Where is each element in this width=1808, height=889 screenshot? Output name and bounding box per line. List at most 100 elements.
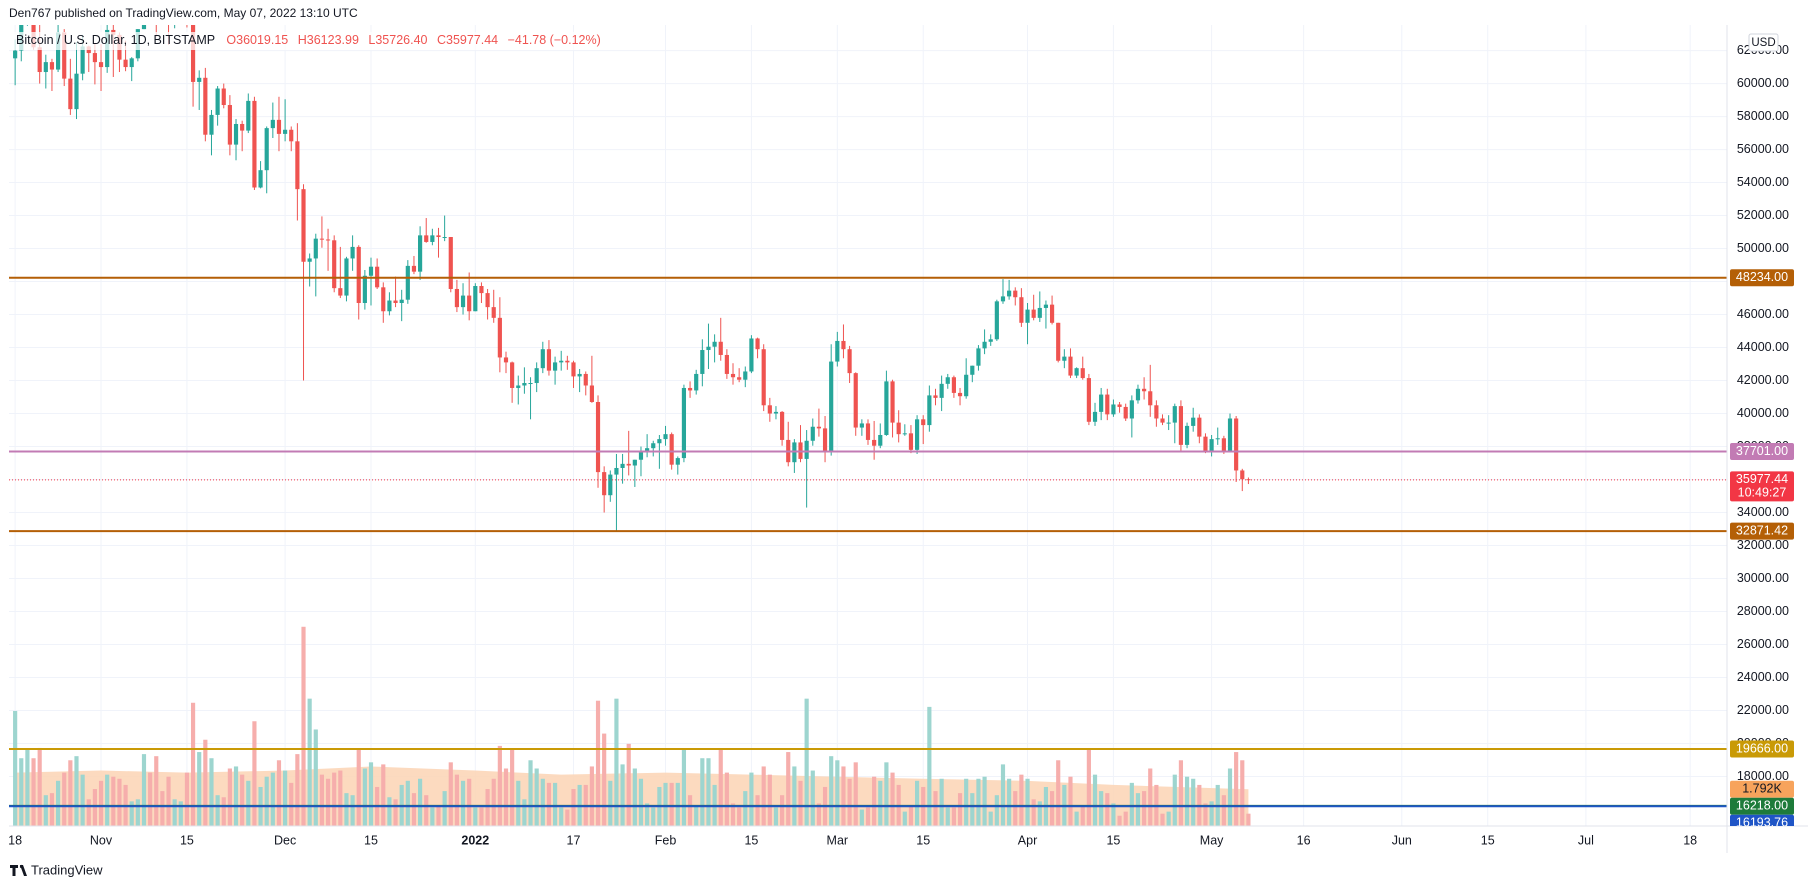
volume-bar bbox=[755, 795, 760, 826]
currency-label[interactable]: USD bbox=[1751, 37, 1775, 49]
volume-bar bbox=[252, 721, 257, 826]
x-tick-label: Jun bbox=[1392, 833, 1412, 847]
volume-bar bbox=[908, 805, 914, 826]
candle-body bbox=[454, 288, 459, 308]
candle-body bbox=[534, 368, 539, 384]
x-tick-label: 15 bbox=[180, 833, 194, 847]
volume-bar bbox=[884, 762, 889, 826]
candle-body bbox=[43, 62, 48, 73]
volume-bar bbox=[829, 756, 834, 826]
candle-body bbox=[878, 434, 883, 446]
volume-bar bbox=[197, 752, 202, 826]
candle-body bbox=[1025, 309, 1030, 323]
price-line-label: 19666.00 bbox=[1736, 741, 1788, 755]
volume-bar bbox=[1166, 811, 1171, 826]
candle-body bbox=[1105, 394, 1110, 415]
candle-body bbox=[927, 395, 932, 426]
candle-body bbox=[645, 448, 650, 452]
volume-bar bbox=[669, 782, 674, 826]
volume-bar bbox=[1000, 764, 1006, 826]
candle-body bbox=[1043, 304, 1049, 308]
price-line-label-bg bbox=[1730, 269, 1794, 287]
last-price-label: 10:49:27 bbox=[1738, 486, 1787, 500]
price-line-label-bg bbox=[1730, 740, 1794, 758]
volume-bar bbox=[485, 789, 490, 826]
x-tick-label: May bbox=[1200, 833, 1224, 847]
candle-body bbox=[356, 246, 361, 303]
candle-body bbox=[411, 265, 417, 272]
candle-body bbox=[632, 459, 637, 466]
volume-bar bbox=[565, 809, 570, 826]
candle-body bbox=[393, 300, 398, 303]
candle-body bbox=[546, 349, 552, 371]
y-tick-label: 22000.00 bbox=[1737, 703, 1789, 717]
candle-body bbox=[638, 451, 644, 460]
volume-bar bbox=[957, 793, 963, 826]
volume-bar bbox=[295, 754, 300, 826]
candle-body bbox=[1117, 404, 1122, 407]
candle-body bbox=[246, 100, 251, 131]
x-tick-label: 17 bbox=[567, 833, 581, 847]
tradingview-logo-dot bbox=[19, 864, 24, 869]
candle-body bbox=[577, 373, 582, 377]
y-tick-label: 30000.00 bbox=[1737, 571, 1789, 585]
candle-body bbox=[215, 88, 220, 115]
candle-body bbox=[368, 266, 374, 276]
volume-bar bbox=[448, 762, 453, 826]
candle-body bbox=[221, 88, 226, 106]
volume-bar bbox=[215, 795, 220, 826]
candle-body bbox=[313, 238, 318, 259]
volume-bar bbox=[1068, 776, 1073, 826]
volume-bar bbox=[1117, 815, 1122, 826]
candle-body bbox=[1221, 438, 1226, 452]
candle-body bbox=[559, 360, 564, 363]
volume-bar bbox=[767, 774, 772, 826]
volume-bar bbox=[1025, 778, 1030, 826]
volume-bar bbox=[694, 805, 699, 826]
volume-bar bbox=[773, 807, 779, 826]
candle-body bbox=[209, 114, 214, 135]
volume-bar bbox=[687, 795, 693, 826]
y-tick-label: 34000.00 bbox=[1737, 505, 1789, 519]
volume-bar bbox=[344, 793, 349, 826]
candle-body bbox=[276, 119, 282, 134]
candle-body bbox=[1148, 391, 1153, 406]
candle-body bbox=[190, 25, 196, 82]
volume-bar bbox=[160, 791, 165, 826]
volume-bar bbox=[890, 772, 895, 826]
candle-body bbox=[804, 440, 809, 459]
y-tick-label: 18000.00 bbox=[1737, 769, 1789, 783]
volume-bar bbox=[86, 799, 91, 826]
legend-bg bbox=[12, 32, 574, 50]
candle-body bbox=[540, 349, 545, 369]
currency-box[interactable] bbox=[1748, 33, 1779, 52]
currency-button[interactable]: USD bbox=[1748, 33, 1779, 52]
candle-body bbox=[626, 463, 631, 466]
candle-body bbox=[994, 301, 999, 340]
volume-bar bbox=[620, 764, 625, 826]
volume-bar bbox=[841, 766, 846, 826]
volume-bar bbox=[221, 797, 226, 826]
candle-body bbox=[1056, 322, 1061, 361]
candle-body bbox=[1068, 356, 1073, 376]
candle-body bbox=[1080, 368, 1085, 379]
volume-bar bbox=[172, 799, 177, 826]
volume-bar bbox=[350, 795, 355, 826]
volume-bar bbox=[718, 750, 723, 826]
volume-bar bbox=[332, 772, 337, 826]
candle-body bbox=[497, 317, 502, 358]
volume-bar bbox=[31, 758, 36, 826]
legend-title: Bitcoin / U.S. Dollar, 1D, BITSTAMP bbox=[16, 33, 215, 47]
candle-body bbox=[976, 348, 981, 366]
candle-body bbox=[264, 128, 269, 171]
volume-bar bbox=[49, 793, 55, 826]
volume-bar bbox=[55, 780, 61, 826]
volume-bar bbox=[951, 807, 956, 826]
legend-open: O36019.15 bbox=[226, 33, 288, 47]
volume-bar bbox=[798, 780, 803, 826]
candle-body bbox=[1191, 417, 1196, 426]
volume-bar bbox=[1129, 782, 1134, 826]
candle-body bbox=[332, 240, 337, 289]
volume-bar bbox=[13, 710, 18, 826]
